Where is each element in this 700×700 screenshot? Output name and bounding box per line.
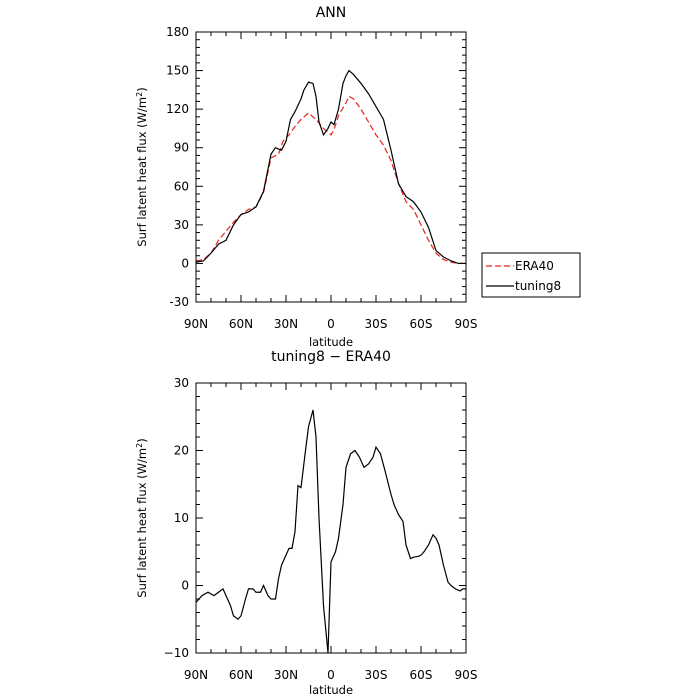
bottom-y-tick-label: 30: [174, 376, 189, 390]
top-series-group: [195, 69, 466, 265]
top-y-axis-label-text: Surf latent heat flux (W/m: [135, 97, 149, 247]
legend-label-tuning8: tuning8: [515, 279, 561, 293]
bottom-y-tick-label: 10: [174, 511, 189, 525]
top-y-axis-label: Surf latent heat flux (W/m2): [135, 87, 149, 246]
bottom-y-axis-label-text: Surf latent heat flux (W/m: [135, 448, 149, 598]
top-x-tick-label: 60S: [410, 317, 433, 331]
top-y-tick-label: 180: [166, 25, 189, 39]
top-plot-frame: [195, 31, 467, 303]
top-x-tick-label: 0: [327, 317, 335, 331]
bottom-x-tick-label: 0: [327, 668, 335, 682]
bottom-ticks: [195, 382, 467, 654]
bottom-x-tick-label: 60N: [229, 668, 253, 682]
legend: ERA40 tuning8: [481, 252, 581, 298]
top-x-tick-label: 30N: [274, 317, 298, 331]
bottom-y-tick-label: −10: [164, 646, 189, 660]
bottom-x-tick-label: 90S: [455, 668, 478, 682]
bottom-y-axis-label-close: ): [135, 438, 149, 443]
bottom-x-tick-label: 60S: [410, 668, 433, 682]
bottom-y-axis-label: Surf latent heat flux (W/m2): [135, 438, 149, 597]
bottom-chart-title: tuning8 − ERA40: [271, 349, 391, 365]
bottom-y-tick-label: 20: [174, 444, 189, 458]
top-y-axis-label-close: ): [135, 87, 149, 92]
top-y-tick-label: 0: [181, 256, 189, 270]
bottom-x-axis-label: latitude: [309, 683, 353, 697]
bottom-series-line-difference: [195, 409, 466, 654]
top-x-axis-label: latitude: [309, 335, 353, 349]
bottom-x-tick-label: 30S: [365, 668, 388, 682]
bottom-panel: tuning8 − ERA40 −10 0 10 20 30 90N 60N 30N 0 30S…: [135, 349, 477, 697]
top-x-tick-label: 30S: [365, 317, 388, 331]
top-x-tick-labels: 90N 60N 30N 0 30S 60S 90S: [184, 317, 478, 331]
bottom-plot-frame: [195, 382, 467, 654]
legend-label-era40: ERA40: [515, 259, 554, 273]
bottom-x-tick-label: 30N: [274, 668, 298, 682]
bottom-series-group: [195, 409, 466, 654]
top-y-tick-label: 60: [174, 179, 189, 193]
top-panel: ANN -30 0 30 60 90 120 150 180 90N 60N 30N 0 30S 60S…: [135, 5, 581, 349]
bottom-y-tick-labels: −10 0 10 20 30: [164, 376, 189, 660]
bottom-x-tick-label: 90N: [184, 668, 208, 682]
top-y-tick-label: 30: [174, 218, 189, 232]
top-y-tick-label: -30: [169, 295, 189, 309]
top-x-tick-label: 90S: [455, 317, 478, 331]
legend-box: [481, 252, 581, 298]
top-y-tick-label: 150: [166, 64, 189, 78]
bottom-y-tick-label: 0: [181, 579, 189, 593]
top-series-line-tuning8: [195, 69, 466, 265]
top-y-tick-label: 90: [174, 141, 189, 155]
top-ticks: [195, 31, 467, 303]
top-series-line-era40: [195, 95, 466, 265]
top-y-axis-label-sup: 2: [135, 92, 144, 97]
bottom-x-tick-labels: 90N 60N 30N 0 30S 60S 90S: [184, 668, 478, 682]
top-y-tick-labels: -30 0 30 60 90 120 150 180: [166, 25, 189, 309]
bottom-y-axis-label-sup: 2: [135, 443, 144, 448]
top-x-tick-label: 60N: [229, 317, 253, 331]
top-y-tick-label: 120: [166, 102, 189, 116]
top-chart-title: ANN: [316, 5, 347, 21]
top-x-tick-label: 90N: [184, 317, 208, 331]
